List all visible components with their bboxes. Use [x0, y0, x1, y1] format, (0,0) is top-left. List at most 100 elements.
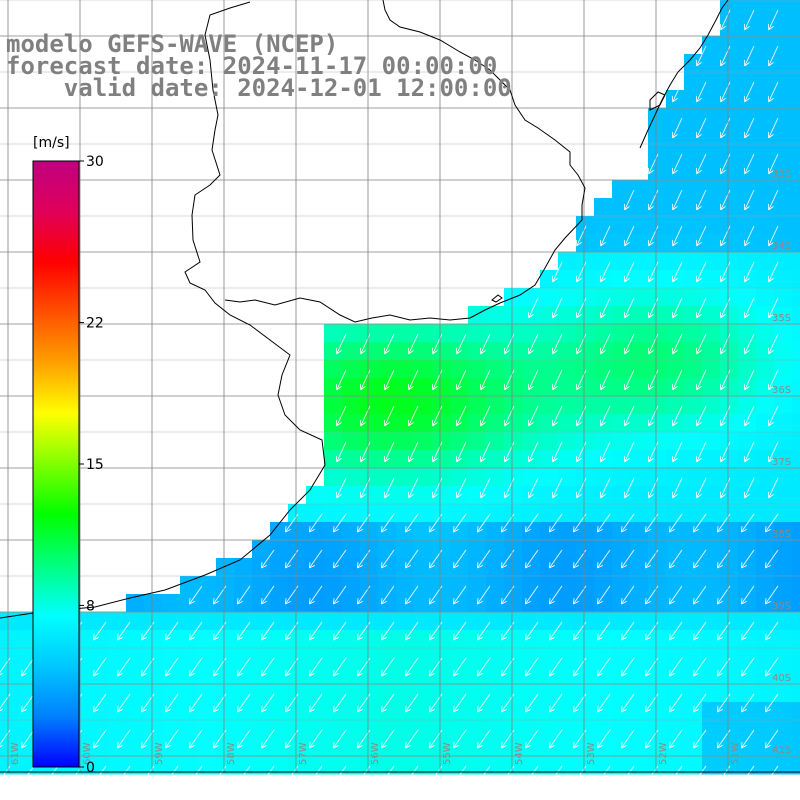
wind-arrow — [620, 729, 635, 749]
wind-cell — [396, 396, 415, 415]
wind-cell — [648, 756, 667, 775]
wind-arrow — [260, 729, 275, 749]
wind-arrow — [164, 729, 179, 749]
wind-cell — [414, 684, 433, 703]
wind-cell — [774, 270, 793, 289]
wind-arrow — [308, 549, 323, 569]
wind-cell — [0, 756, 19, 775]
wind-cell — [522, 630, 541, 649]
wind-arrow — [695, 153, 707, 175]
wind-cell — [630, 288, 649, 307]
wind-cell — [360, 684, 379, 703]
wind-cell — [576, 378, 595, 397]
wind-cell — [126, 684, 145, 703]
wind-cell — [630, 738, 649, 757]
wind-arrow — [647, 405, 659, 427]
wind-cell — [648, 666, 667, 685]
wind-arrow — [260, 585, 275, 605]
wind-arrow — [20, 765, 35, 785]
wind-cell — [792, 90, 800, 109]
wind-cell — [558, 630, 577, 649]
wind-cell — [612, 396, 631, 415]
wind-cell — [216, 684, 235, 703]
wind-cell — [684, 756, 703, 775]
wind-cell — [576, 702, 595, 721]
wind-cell — [774, 36, 793, 55]
wind-cell — [522, 720, 541, 739]
wind-cell — [540, 684, 559, 703]
wind-cell — [540, 396, 559, 415]
wind-cell — [774, 54, 793, 73]
wind-arrow — [164, 657, 179, 677]
wind-arrow — [767, 225, 779, 247]
wind-cell — [288, 720, 307, 739]
wind-cell — [774, 576, 793, 595]
wind-arrow — [623, 261, 635, 283]
wind-cell — [576, 450, 595, 469]
wind-cell — [324, 576, 343, 595]
title-valid-date: valid date: 2024-12-01 12:00:00 — [6, 74, 512, 102]
wind-cell — [126, 756, 145, 775]
wind-cell — [378, 756, 397, 775]
wind-arrow — [695, 225, 707, 247]
wind-cell — [216, 738, 235, 757]
wind-cell — [738, 144, 757, 163]
wind-cell — [432, 594, 451, 613]
wind-cell — [630, 612, 649, 631]
wind-cell — [756, 450, 775, 469]
wind-cell — [702, 756, 721, 775]
wind-cell — [288, 684, 307, 703]
wind-cell — [504, 558, 523, 577]
wind-cell — [504, 342, 523, 361]
wind-arrow — [695, 477, 707, 499]
wind-cell — [360, 396, 379, 415]
wind-cell — [306, 558, 325, 577]
wind-cell — [630, 252, 649, 271]
wind-cell — [504, 630, 523, 649]
wind-cell — [558, 342, 577, 361]
wind-cell — [396, 576, 415, 595]
wind-cell — [774, 360, 793, 379]
wind-cell — [504, 378, 523, 397]
wind-cell — [774, 162, 793, 181]
wind-cell — [738, 684, 757, 703]
wind-cell — [396, 324, 415, 343]
wind-cell — [774, 234, 793, 253]
wind-cell — [162, 684, 181, 703]
wind-cell — [270, 756, 289, 775]
wind-cell — [522, 558, 541, 577]
wind-arrow — [548, 729, 563, 749]
wind-cell — [738, 126, 757, 145]
wind-cell — [702, 270, 721, 289]
wind-cell — [702, 288, 721, 307]
wind-cell — [522, 684, 541, 703]
wind-cell — [198, 576, 217, 595]
wind-cell — [306, 522, 325, 541]
wind-cell — [756, 270, 775, 289]
wind-cell — [648, 108, 667, 127]
wind-cell — [342, 414, 361, 433]
wind-cell — [270, 558, 289, 577]
wind-cell — [558, 594, 577, 613]
wind-arrow — [620, 549, 635, 569]
wind-cell — [720, 180, 739, 199]
wind-cell — [306, 486, 325, 505]
wind-cell — [720, 756, 739, 775]
wind-cell — [774, 720, 793, 739]
wind-cell — [612, 360, 631, 379]
wind-arrow — [740, 657, 755, 677]
wind-cell — [540, 612, 559, 631]
wind-cell — [666, 306, 685, 325]
wind-cell — [666, 504, 685, 523]
lat-label: 41S — [772, 745, 791, 756]
wind-cell — [324, 450, 343, 469]
wind-cell — [558, 522, 577, 541]
wind-cell — [576, 594, 595, 613]
wind-cell — [756, 36, 775, 55]
wind-cell — [738, 180, 757, 199]
wind-cell — [198, 684, 217, 703]
wind-arrow — [164, 765, 179, 785]
wind-arrow — [164, 693, 179, 713]
wind-cell — [666, 522, 685, 541]
wind-cell — [144, 702, 163, 721]
